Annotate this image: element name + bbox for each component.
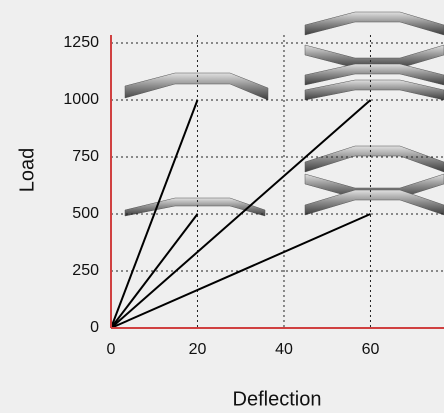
x-tick-label: 0 xyxy=(107,341,116,358)
y-tick-label: 0 xyxy=(90,319,99,336)
y-tick-label: 1000 xyxy=(63,91,99,108)
y-tick-label: 500 xyxy=(72,205,99,222)
x-tick-label: 40 xyxy=(275,341,293,358)
spring xyxy=(304,44,444,69)
spring xyxy=(304,189,444,216)
y-axis-label: Load xyxy=(16,148,38,193)
load-line xyxy=(110,213,371,329)
x-tick-label: 60 xyxy=(362,341,380,358)
y-tick-label: 1250 xyxy=(63,34,99,51)
spring xyxy=(304,11,444,36)
x-tick-label: 20 xyxy=(189,341,207,358)
spring xyxy=(304,79,444,101)
spring xyxy=(124,72,269,101)
y-tick-label: 250 xyxy=(72,262,99,279)
load-line xyxy=(110,99,199,329)
spring xyxy=(124,197,266,217)
load-line xyxy=(110,213,199,329)
spring xyxy=(304,145,444,173)
spring xyxy=(304,63,444,86)
x-axis-label: Deflection xyxy=(233,388,322,410)
y-tick-label: 750 xyxy=(72,148,99,165)
load-line xyxy=(110,99,372,329)
spring xyxy=(304,173,444,199)
